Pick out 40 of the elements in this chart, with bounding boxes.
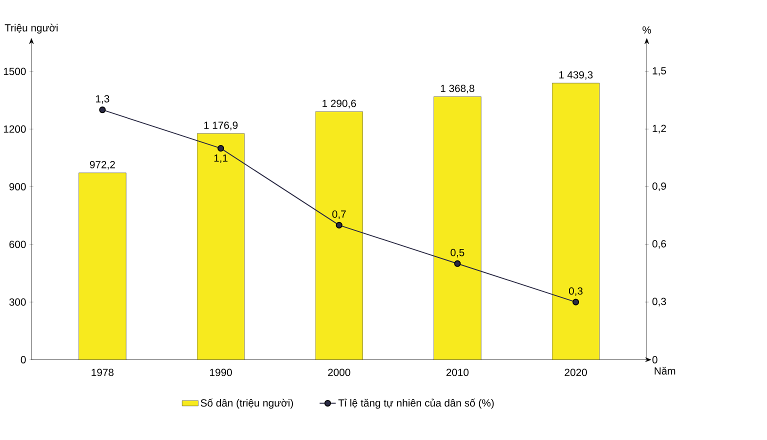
legend-label: Tỉ lệ tăng tự nhiên của dân số (%)	[338, 398, 494, 409]
x-tick-label: 1990	[210, 368, 232, 376]
y-tick-label: 900	[9, 182, 26, 190]
y2-axis-title: %	[642, 26, 652, 34]
bar	[315, 111, 363, 360]
y-tick-label: 0	[20, 356, 26, 364]
y-tick-label: 1500	[4, 68, 26, 75]
point	[572, 298, 580, 306]
data-label: 1 290,6	[322, 100, 356, 108]
data-label: 1 439,3	[559, 71, 593, 80]
point	[217, 144, 224, 152]
point	[336, 222, 342, 228]
y2-tick-label: 0,9	[652, 182, 666, 191]
data-label: 0,5	[450, 248, 464, 258]
y-tick-label: 600	[9, 240, 26, 248]
x-tick-label: 2000	[328, 368, 350, 376]
y-axis-title: Triệu người	[4, 24, 58, 34]
x-tick-label: 1978	[92, 368, 114, 376]
point	[99, 106, 106, 114]
x-tick-label: 2010	[446, 368, 469, 376]
y2-tick-label: 1,5	[652, 67, 666, 76]
data-label: 1,3	[96, 95, 110, 104]
bar	[552, 82, 600, 360]
data-label: 1,1	[214, 154, 228, 163]
data-label: 1 368,8	[440, 84, 474, 94]
y-tick-label: 300	[9, 298, 26, 306]
data-label: 1 176,9	[204, 122, 238, 130]
y-tick-label: 1200	[4, 125, 26, 133]
data-label: 0,7	[332, 210, 346, 219]
point	[454, 260, 461, 267]
y2-tick-label: 0,3	[652, 298, 666, 306]
bar	[78, 172, 126, 360]
data-label: 0,3	[568, 287, 583, 296]
y2-tick-label: 1,2	[652, 124, 666, 134]
y2-tick-label: 0,6	[652, 240, 666, 249]
data-label: 972,2	[90, 160, 115, 170]
y2-tick-label: 0	[652, 356, 658, 364]
x-tick-label: 2020	[564, 368, 587, 376]
legend-label: Số dân (triệu người)	[200, 398, 293, 409]
x-axis-title: Năm	[654, 366, 676, 374]
